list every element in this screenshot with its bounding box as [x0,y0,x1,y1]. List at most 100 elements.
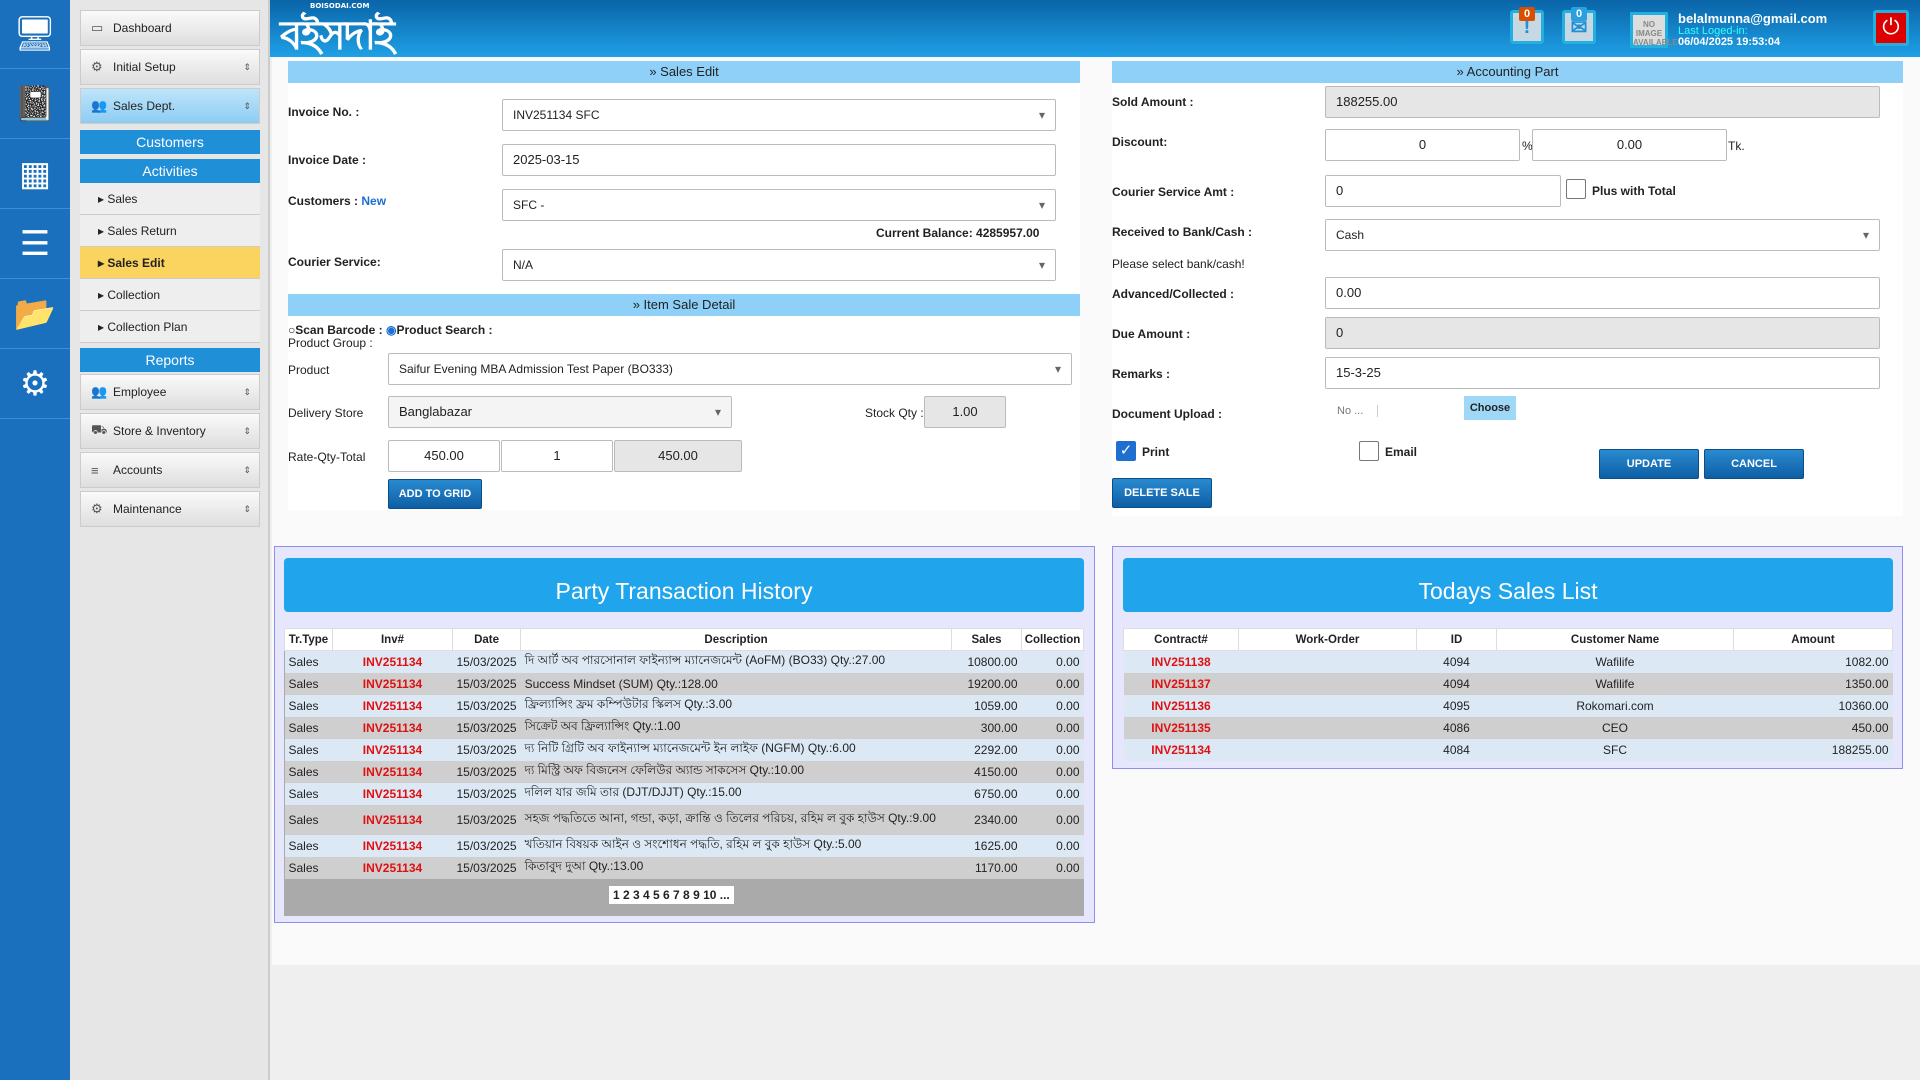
sidebar-sub-sales-edit[interactable]: ▸ Sales Edit [80,247,260,279]
column-header[interactable]: Work-Order [1238,628,1417,651]
work-order-cell [1238,716,1417,739]
folder-icon[interactable]: 📂 [0,280,70,349]
sidebar-item-store-inventory[interactable]: ⛟ Store & Inventory ⇕ [80,413,260,449]
sidebar-item-sales-dept[interactable]: 👥 Sales Dept. ⇕ [80,88,260,124]
cancel-button[interactable]: CANCEL [1704,449,1804,479]
percent-sign: % [1522,139,1533,153]
sidebar-sub-sales[interactable]: ▸ Sales [80,183,260,215]
column-header[interactable]: Customer Name [1496,628,1734,651]
tk-label: Tk. [1728,139,1745,153]
sidebar-item-maintenance[interactable]: ⚙ Maintenance ⇕ [80,491,260,527]
update-button[interactable]: UPDATE [1599,449,1699,479]
sidebar-sub-collection-plan[interactable]: ▸ Collection Plan [80,311,260,343]
contract-link[interactable]: INV251135 [1123,716,1239,739]
customer-cell: SFC [1496,738,1734,761]
ledger-icon[interactable]: ☰ [0,210,70,279]
sidebar-customers[interactable]: Customers [80,130,260,154]
date-cell: 15/03/2025 [452,672,521,695]
item-sale-title: » Item Sale Detail [288,294,1080,316]
add-to-grid-button[interactable]: ADD TO GRID [388,479,482,509]
type-cell: Sales [284,760,333,783]
amount-cell: 1350.00 [1733,672,1893,695]
column-header[interactable]: Collection [1021,628,1084,651]
contract-link[interactable]: INV251137 [1123,672,1239,695]
gears-icon: ⚙ [91,59,103,74]
contract-link[interactable]: INV251136 [1123,694,1239,717]
choose-file-button[interactable]: Choose [1464,396,1516,420]
sidebar-item-initial-setup[interactable]: ⚙ Initial Setup ⇕ [80,49,260,85]
invoice-select[interactable]: INV251134 SFC [502,99,1056,131]
column-header[interactable]: Contract# [1123,628,1239,651]
stock-qty-label: Stock Qty : [865,406,924,420]
book-icon[interactable]: 📓 [0,70,70,139]
type-cell: Sales [284,694,333,717]
email-checkbox[interactable] [1359,441,1379,461]
column-header[interactable]: ID [1416,628,1497,651]
print-checkbox[interactable]: ✓ [1116,441,1136,461]
logo[interactable]: BOISODAI.COM বইসদাই [280,2,395,59]
column-header[interactable]: Inv# [332,628,453,651]
description-cell: ফ্রিল্যান্সিং ফ্রম কম্পিউটার স্কিলস Qty.… [520,694,952,717]
calendar-icon[interactable]: ▦ [0,140,70,209]
sold-amount-value: 188255.00 [1325,86,1880,118]
sidebar-item-dashboard[interactable]: ▭ Dashboard [80,10,260,46]
invoice-link[interactable]: INV251134 [332,738,453,761]
courier-amt-input[interactable]: 0 [1325,175,1561,207]
table-row: INV251137 4094 Wafilife 1350.00 [1123,672,1893,695]
table-row: INV251135 4086 CEO 450.00 [1123,716,1893,739]
alert-icon[interactable]: ! 0 [1510,7,1544,44]
invoice-link[interactable]: INV251134 [332,804,453,835]
column-header[interactable]: Tr.Type [284,628,333,651]
customer-select[interactable]: SFC - [502,189,1056,221]
column-header[interactable]: Amount [1733,628,1893,651]
power-icon[interactable]: ⏻ [1873,10,1909,46]
product-group-label: Product Group : [288,336,373,350]
courier-select[interactable]: N/A [502,249,1056,281]
invoice-link[interactable]: INV251134 [332,856,453,879]
monitor-icon[interactable]: 🖥 [0,0,70,69]
plus-with-total-checkbox[interactable] [1566,179,1586,199]
product-select[interactable]: Saifur Evening MBA Admission Test Paper … [388,353,1072,385]
sidebar-reports[interactable]: Reports [80,348,260,372]
gear-icon[interactable]: ⚙ [0,350,70,419]
description-cell: দ্য নিটি গ্রিটি অব ফাইন্যান্স ম্যানেজমেন… [520,738,952,761]
delete-sale-button[interactable]: DELETE SALE [1112,478,1212,508]
invoice-link[interactable]: INV251134 [332,834,453,857]
invoice-link[interactable]: INV251134 [332,650,453,673]
discount-amount-input[interactable]: 0.00 [1532,129,1727,161]
sidebar-item-accounts[interactable]: ≡ Accounts ⇕ [80,452,260,488]
scan-barcode-radio[interactable]: ○Scan Barcode : ◉Product Search : [288,323,493,337]
delivery-store-select[interactable]: Banglabazar [388,396,732,428]
collection-cell: 0.00 [1021,834,1084,857]
invoice-link[interactable]: INV251134 [332,716,453,739]
remarks-input[interactable]: 15-3-25 [1325,357,1880,389]
column-header[interactable]: Sales [951,628,1022,651]
invoice-link[interactable]: INV251134 [332,672,453,695]
date-cell: 15/03/2025 [452,650,521,673]
rate-input[interactable]: 450.00 [388,440,500,472]
contract-link[interactable]: INV251134 [1123,738,1239,761]
sidebar-item-employee[interactable]: 👥 Employee ⇕ [80,374,260,410]
sales-cell: 10800.00 [951,650,1022,673]
sales-edit-panel: » Sales Edit Invoice No. : INV251134 SFC… [288,61,1080,510]
customer-cell: Rokomari.com [1496,694,1734,717]
invoice-date-input[interactable]: 2025-03-15 [502,144,1056,176]
sidebar-sub-collection[interactable]: ▸ Collection [80,279,260,311]
received-select[interactable]: Cash [1325,219,1880,251]
collection-cell: 0.00 [1021,694,1084,717]
new-customer-link[interactable]: New [361,194,387,208]
invoice-link[interactable]: INV251134 [332,760,453,783]
advanced-input[interactable]: 0.00 [1325,277,1880,309]
qty-input[interactable]: 1 [501,440,613,472]
sidebar-sub-sales-return[interactable]: ▸ Sales Return [80,215,260,247]
invoice-link[interactable]: INV251134 [332,782,453,805]
column-header[interactable]: Date [451,628,522,651]
mail-icon[interactable]: ✉ 0 [1562,7,1596,44]
invoice-link[interactable]: INV251134 [332,694,453,717]
contract-link[interactable]: INV251138 [1123,650,1239,673]
column-header[interactable]: Description [520,628,952,651]
no-file-text: No ... [1337,405,1379,417]
pagination[interactable]: 1 2 3 4 5 6 7 8 9 10 ... [609,886,734,904]
discount-percent-input[interactable]: 0 [1325,129,1520,161]
description-cell: দি আর্ট অব পারসোনাল ফাইন্যান্স ম্যানেজমে… [520,650,952,673]
